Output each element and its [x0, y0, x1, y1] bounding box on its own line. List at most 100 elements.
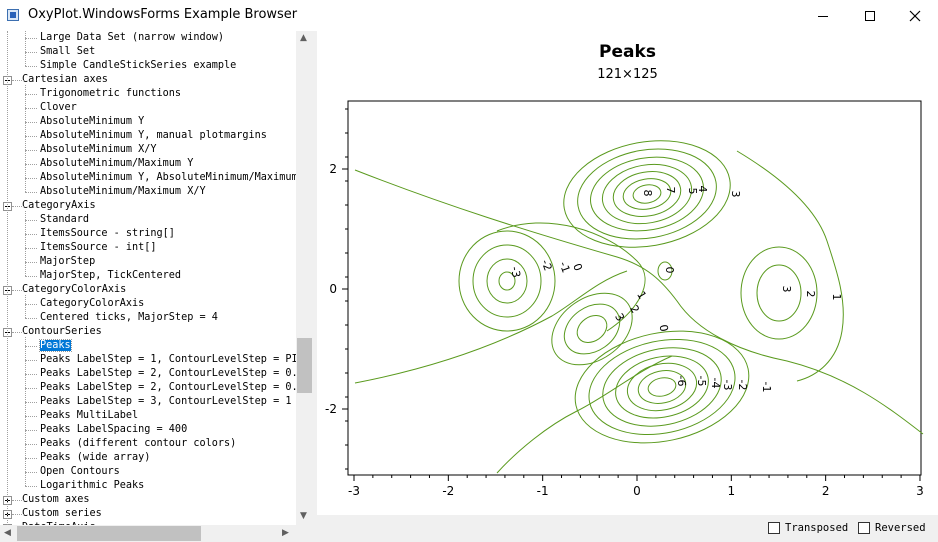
- tree-group[interactable]: CategoryColorAxis: [22, 283, 126, 297]
- tree-item-label: ContourSeries: [22, 326, 102, 337]
- tree-item-label: ItemsSource - string[]: [40, 228, 175, 239]
- tree-connector: [25, 94, 37, 95]
- tree-item[interactable]: Peaks (different contour colors): [40, 437, 236, 451]
- open-contour: [496, 355, 673, 474]
- tree-item[interactable]: Peaks (wide array): [40, 451, 150, 465]
- tree-item-label: Peaks LabelSpacing = 400: [40, 424, 188, 435]
- tree-item[interactable]: AbsoluteMinimum/Maximum Y: [40, 157, 193, 171]
- tree-item[interactable]: Centered ticks, MajorStep = 4: [40, 311, 218, 325]
- plot-title: Peaks: [599, 42, 656, 62]
- tree-item[interactable]: Large Data Set (narrow window): [40, 31, 224, 45]
- example-tree[interactable]: Large Data Set (narrow window) Small Set S…: [0, 31, 296, 525]
- scroll-up-icon[interactable]: ▲: [300, 33, 307, 43]
- tree-item[interactable]: Clover: [40, 101, 77, 115]
- peak-contour-ring: [601, 163, 693, 225]
- tree-item[interactable]: Open Contours: [40, 465, 120, 479]
- reversed-checkbox-box[interactable]: [858, 522, 870, 534]
- tree-item[interactable]: Standard: [40, 213, 89, 227]
- contour-label: -3: [721, 380, 734, 391]
- open-contour: [736, 150, 844, 382]
- tree-vertical-scrollbar[interactable]: ▲ ▼: [296, 31, 313, 525]
- plot-view[interactable]: Peaks 121×125 -3 -2 -1 0 1 2 3 2 0 -2 8 7 5 4 3 -3 -2 -1 0…: [317, 31, 938, 515]
- x-tick-label: 1: [727, 484, 735, 498]
- tree-item[interactable]: AbsoluteMinimum Y: [40, 115, 144, 129]
- close-button[interactable]: [892, 0, 938, 31]
- tree-item[interactable]: ItemsSource - string[]: [40, 227, 175, 241]
- minimize-button[interactable]: [800, 0, 846, 31]
- x-tick-label: -1: [537, 484, 549, 498]
- tree-connector: [25, 262, 37, 263]
- tree-item[interactable]: AbsoluteMinimum/Maximum X/Y: [40, 185, 206, 199]
- tree-connector: [12, 80, 24, 81]
- tree-item[interactable]: Peaks: [39, 339, 72, 353]
- right-contour-ring: [740, 246, 818, 340]
- tree-group[interactable]: Custom series: [22, 507, 102, 521]
- maximize-button[interactable]: [847, 0, 893, 31]
- transposed-checkbox-box[interactable]: [768, 522, 780, 534]
- tree-group[interactable]: ContourSeries: [22, 325, 102, 339]
- tree-connector: [25, 38, 37, 39]
- tree-horizontal-scroll-thumb[interactable]: [17, 526, 201, 541]
- tree-item[interactable]: Trigonometric functions: [40, 87, 181, 101]
- tree-group[interactable]: Cartesian axes: [22, 73, 108, 87]
- tree-item[interactable]: AbsoluteMinimum Y, AbsoluteMinimum/Maxim…: [40, 171, 296, 185]
- options-bar: Transposed Reversed: [317, 515, 938, 542]
- left-contour-ring: [472, 244, 542, 318]
- tree-item-label: Centered ticks, MajorStep = 4: [40, 312, 218, 323]
- tree-item-label: AbsoluteMinimum Y, AbsoluteMinimum/Maxim…: [40, 172, 296, 183]
- tree-item-label: Peaks (different contour colors): [40, 438, 237, 449]
- contour-label: 5: [686, 188, 699, 195]
- tree-item[interactable]: AbsoluteMinimum Y, manual plotmargins: [40, 129, 267, 143]
- tree-item[interactable]: Peaks LabelStep = 3, ContourLevelStep = …: [40, 395, 291, 409]
- tree-item[interactable]: ItemsSource - int[]: [40, 241, 157, 255]
- tree-connector: [25, 430, 37, 431]
- tree-item-label: DateTimeAxis: [22, 522, 96, 525]
- tree-item[interactable]: Peaks LabelSpacing = 400: [40, 423, 187, 437]
- x-tick-label: 2: [822, 484, 830, 498]
- tree-item[interactable]: Logarithmic Peaks: [40, 479, 144, 493]
- tree-vertical-scroll-thumb[interactable]: [297, 338, 312, 393]
- tree-item-label: Peaks LabelStep = 3, ContourLevelStep = …: [40, 396, 292, 407]
- tree-item[interactable]: Peaks LabelStep = 1, ContourLevelStep = …: [40, 353, 296, 367]
- tree-item[interactable]: Small Set: [40, 45, 95, 59]
- tree-connector: [12, 290, 24, 291]
- transposed-checkbox[interactable]: Transposed: [768, 522, 848, 534]
- reversed-checkbox[interactable]: Reversed: [858, 522, 926, 534]
- tree-connector: [25, 122, 37, 123]
- tree-connector: [25, 85, 26, 192]
- tree-item-label: Custom series: [22, 508, 102, 519]
- tree-item[interactable]: CategoryColorAxis: [40, 297, 144, 311]
- trough-contour-ring: [647, 377, 677, 397]
- tree-connector: [25, 234, 37, 235]
- tree-item-label: CategoryAxis: [22, 200, 96, 211]
- left-contour-ring: [486, 258, 528, 304]
- contour-label: 0: [570, 262, 585, 273]
- contour-label: -2: [736, 380, 749, 391]
- tree-group[interactable]: CategoryAxis: [22, 199, 96, 213]
- tree-connector: [25, 150, 37, 151]
- scroll-left-icon[interactable]: ◀: [4, 528, 11, 538]
- peak-contour-ring: [622, 178, 672, 210]
- tree-item[interactable]: Peaks MultiLabel: [40, 409, 138, 423]
- scroll-right-icon[interactable]: ▶: [282, 528, 289, 538]
- tree-item-label: AbsoluteMinimum/Maximum X/Y: [40, 186, 206, 197]
- trough-contour-ring: [615, 355, 709, 419]
- tree-item[interactable]: Peaks LabelStep = 2, ContourLevelStep = …: [40, 381, 296, 395]
- trough-contour-ring: [588, 338, 736, 436]
- tree-connector: [25, 444, 37, 445]
- tree-item[interactable]: AbsoluteMinimum X/Y: [40, 143, 157, 157]
- tree-horizontal-scrollbar[interactable]: ◀ ▶: [0, 525, 296, 542]
- maximize-icon: [865, 10, 875, 21]
- contour-label: -4: [709, 378, 722, 389]
- tree-group[interactable]: DateTimeAxis: [22, 521, 96, 525]
- x-tick-label: 0: [633, 484, 641, 498]
- tree-item-label: Cartesian axes: [22, 74, 108, 85]
- tree-item[interactable]: Simple CandleStickSeries example: [40, 59, 236, 73]
- tree-item-label: Standard: [40, 214, 90, 225]
- scroll-down-icon[interactable]: ▼: [300, 511, 307, 521]
- peak-contour-ring: [577, 148, 717, 240]
- tree-item[interactable]: MajorStep, TickCentered: [40, 269, 181, 283]
- tree-item[interactable]: Peaks LabelStep = 2, ContourLevelStep = …: [40, 367, 296, 381]
- tree-item[interactable]: MajorStep: [40, 255, 95, 269]
- tree-group[interactable]: Custom axes: [22, 493, 89, 507]
